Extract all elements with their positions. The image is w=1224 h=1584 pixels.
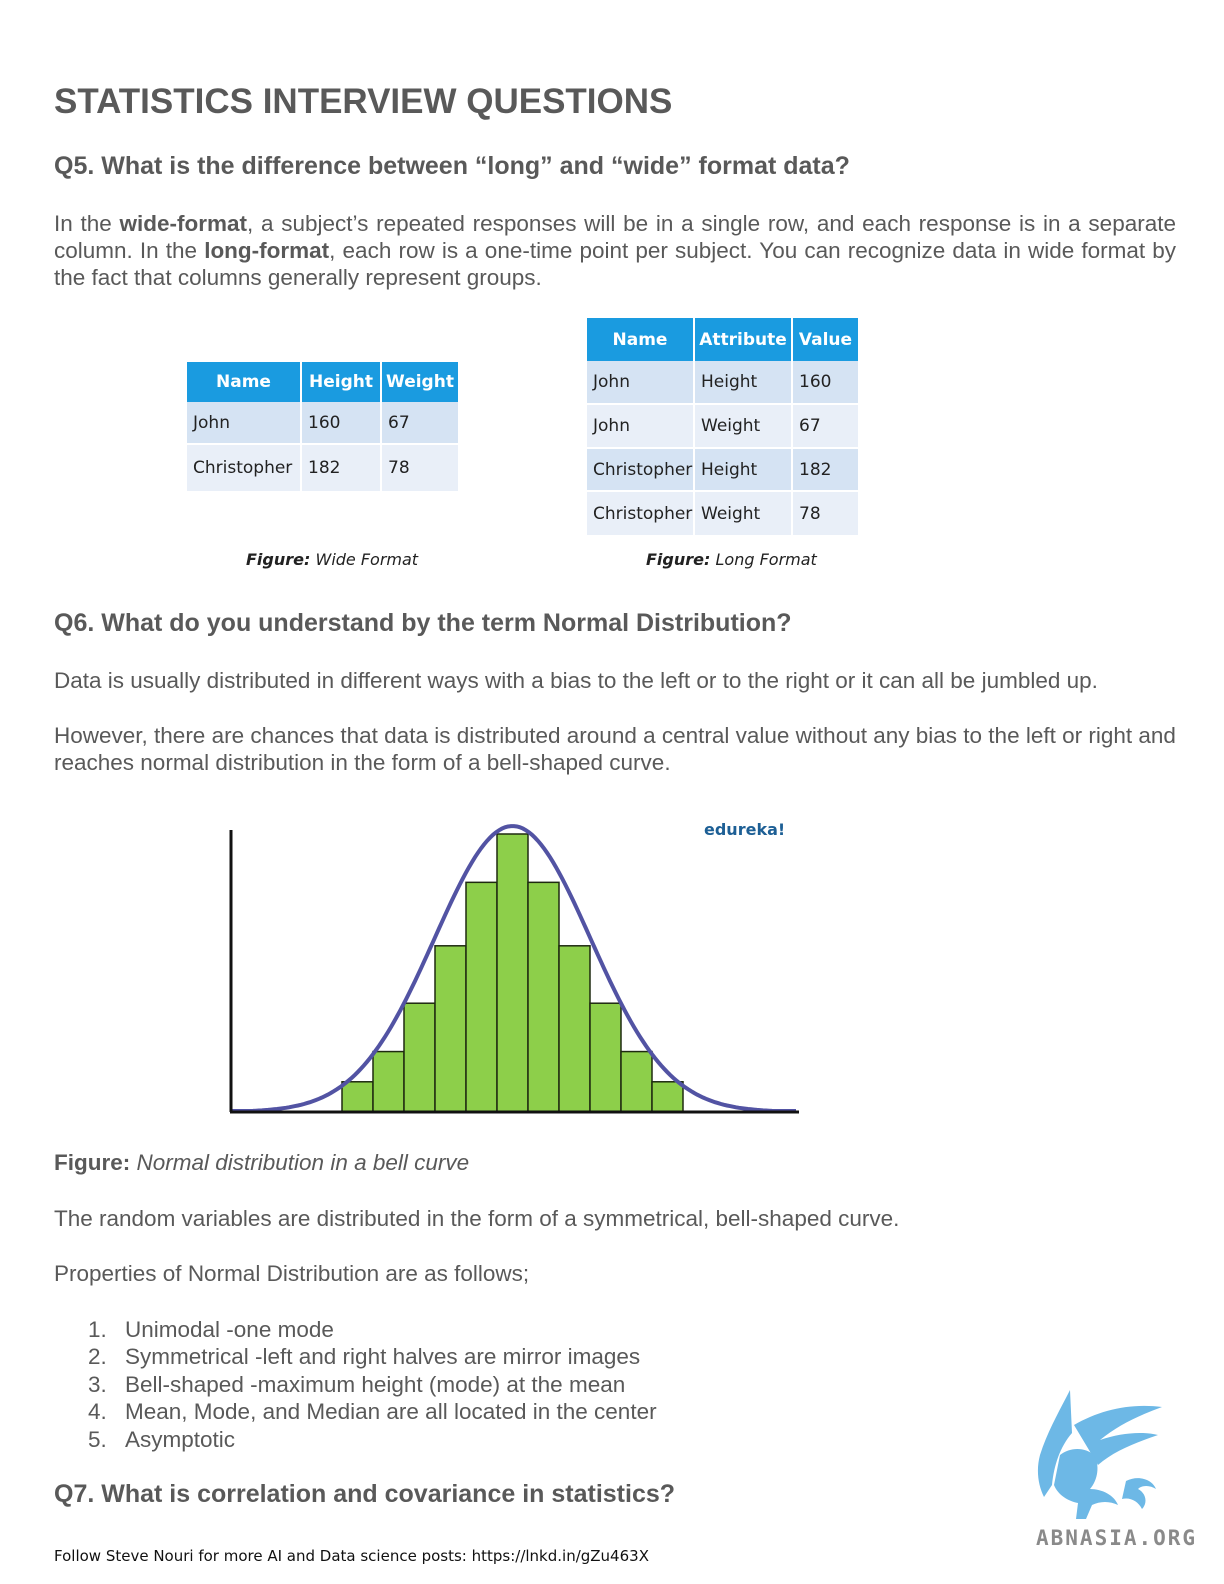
table-row: Christopher 182 78	[187, 444, 458, 493]
table-row: Christopher Weight 78	[587, 491, 858, 537]
long-header-attribute: Attribute	[694, 318, 793, 361]
list-text: Unimodal -one mode	[125, 1317, 334, 1342]
histogram-bar	[341, 1081, 374, 1113]
q7-heading: Q7. What is correlation and covariance i…	[54, 1480, 676, 1508]
long-format-table: Name Attribute Value John Height 160 Joh…	[587, 318, 858, 537]
table-cell: John	[187, 402, 302, 445]
abnasia-logo-text: ABNASIA.ORG	[1036, 1526, 1198, 1550]
bell-curve-line	[232, 824, 796, 1113]
caption-label: Figure:	[646, 550, 711, 569]
long-header-name: Name	[587, 318, 695, 361]
q6-heading: Q6. What do you understand by the term N…	[54, 609, 792, 637]
table-row: John Height 160	[587, 361, 858, 405]
histogram-bar	[558, 945, 591, 1113]
q6-paragraph-3: The random variables are distributed in …	[54, 1206, 900, 1231]
histogram-bar	[403, 1002, 436, 1113]
list-number: 1.	[88, 1317, 107, 1342]
list-text: Mean, Mode, and Median are all located i…	[125, 1399, 657, 1425]
table-cell: 182	[301, 444, 382, 493]
table-cell: 67	[381, 402, 458, 445]
properties-list: 1. Unimodal -one mode 2. Symmetrical -left…	[54, 1316, 657, 1453]
wide-header-height: Height	[301, 362, 382, 402]
histogram-bar	[372, 1050, 405, 1113]
long-header-value: Value	[792, 318, 858, 361]
list-item: 2. Symmetrical -left and right halves are…	[54, 1343, 657, 1370]
histogram-bar	[465, 881, 498, 1113]
table-cell: John	[587, 404, 695, 449]
table-cell: Height	[694, 448, 793, 492]
q5-text-2: , a subject’s repeated responses will be…	[54, 211, 1176, 263]
table-cell: 78	[381, 444, 458, 493]
q5-bold-wide: wide-format	[119, 211, 248, 236]
list-number: 5.	[88, 1426, 107, 1452]
histogram-bar	[496, 833, 529, 1113]
table-cell: John	[587, 361, 695, 405]
q5-text-3: , each row is a one-time point per subje…	[54, 238, 1176, 290]
edureka-watermark: edureka!	[704, 820, 785, 839]
table-cell: Christopher	[587, 448, 695, 492]
list-item: 3. Bell-shaped -maximum height (mode) at …	[54, 1371, 657, 1398]
table-cell: 182	[792, 448, 858, 492]
list-item: 4. Mean, Mode, and Median are all located…	[54, 1398, 657, 1425]
table-cell: Height	[694, 361, 793, 405]
table-cell: Weight	[694, 491, 793, 537]
list-item: 5. Asymptotic	[54, 1426, 657, 1453]
q5-heading: Q5. What is the difference between “long…	[54, 152, 850, 180]
caption-text: Normal distribution in a bell curve	[130, 1150, 470, 1175]
list-number: 3.	[88, 1371, 107, 1397]
long-format-caption: Figure: Long Format	[646, 550, 817, 569]
normal-distribution-chart: edureka!	[222, 802, 812, 1120]
list-text: Asymptotic	[125, 1426, 236, 1452]
table-row: John Weight 67	[587, 404, 858, 449]
histogram-bar	[527, 881, 560, 1113]
list-number: 4.	[88, 1399, 107, 1425]
histogram-bar	[620, 1050, 653, 1113]
histogram-bar	[589, 1002, 622, 1113]
table-cell: Weight	[694, 404, 793, 449]
wide-format-table: Name Height Weight John 160 67 Christoph…	[187, 362, 458, 493]
griffin-icon	[1037, 1390, 1162, 1519]
caption-text: Long Format	[710, 550, 817, 569]
footer-text: Follow Steve Nouri for more AI and Data …	[54, 1547, 649, 1565]
table-cell: 67	[792, 404, 858, 449]
q6-paragraph-2: However, there are chances that data is …	[54, 723, 1176, 775]
q6-paragraph-1: Data is usually distributed in different…	[54, 668, 1098, 693]
table-cell: 78	[792, 491, 858, 537]
wide-header-name: Name	[187, 362, 302, 402]
list-text: Symmetrical -left and right halves are m…	[125, 1344, 641, 1370]
table-cell: Christopher	[187, 444, 302, 493]
caption-label: Figure:	[54, 1150, 131, 1175]
q6-paragraph-4: Properties of Normal Distribution are as…	[54, 1261, 530, 1286]
q5-paragraph: In the wide-format, a subject’s repeated…	[54, 210, 1176, 291]
caption-text: Wide Format	[310, 550, 419, 569]
table-cell: 160	[792, 361, 858, 405]
table-cell: Christopher	[587, 491, 695, 537]
list-item: 1. Unimodal -one mode	[54, 1316, 657, 1343]
list-number: 2.	[88, 1344, 107, 1370]
caption-label: Figure:	[246, 550, 311, 569]
q5-bold-long: long-format	[204, 238, 330, 263]
table-cell: 160	[301, 402, 382, 445]
page-title: STATISTICS INTERVIEW QUESTIONS	[54, 82, 673, 121]
wide-format-caption: Figure: Wide Format	[246, 550, 418, 569]
list-text: Bell-shaped -maximum height (mode) at th…	[125, 1371, 626, 1397]
q5-text-1: In the	[54, 211, 120, 236]
table-row: John 160 67	[187, 402, 458, 445]
table-row: Christopher Height 182	[587, 448, 858, 492]
histogram-bar	[434, 945, 467, 1113]
histogram-bar	[651, 1081, 684, 1113]
histogram-bars	[341, 833, 684, 1113]
abnasia-logo-icon	[1037, 1390, 1162, 1519]
bell-curve-caption: Figure: Normal distribution in a bell cu…	[54, 1150, 469, 1176]
wide-header-weight: Weight	[381, 362, 458, 402]
